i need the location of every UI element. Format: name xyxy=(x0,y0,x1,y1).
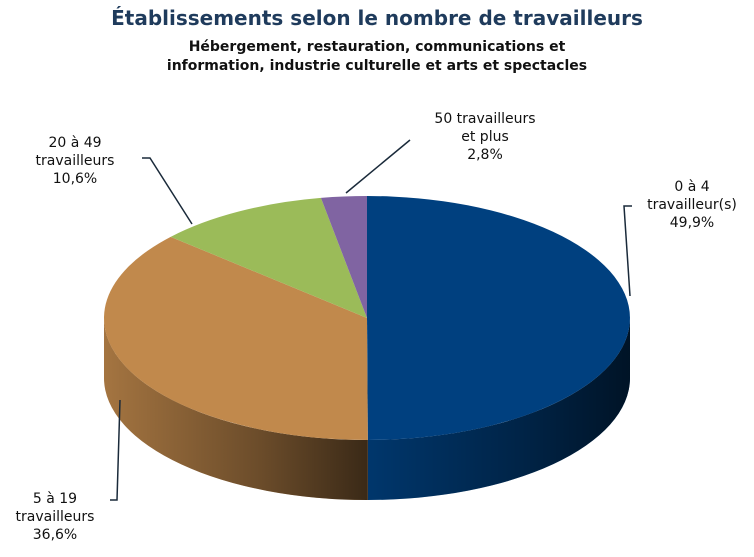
data-label: 20 à 49 travailleurs 10,6% xyxy=(10,134,140,188)
leader-line xyxy=(142,157,193,225)
category-label: 50 travailleurs et plus xyxy=(434,111,536,145)
slice xyxy=(367,196,630,440)
category-label: 20 à 49 travailleurs xyxy=(35,135,115,169)
data-label: 5 à 19 travailleurs 36,6% xyxy=(0,490,110,544)
category-label: 5 à 19 travailleurs xyxy=(15,491,95,525)
sides xyxy=(104,318,630,500)
value-label: 36,6% xyxy=(32,527,78,543)
data-label: 0 à 4 travailleur(s) 49,9% xyxy=(622,178,754,232)
slice-side-shade xyxy=(104,318,368,500)
slice xyxy=(104,236,368,440)
slice xyxy=(170,197,367,318)
leader-line xyxy=(623,205,632,297)
leader-line xyxy=(110,399,121,501)
category-label: 0 à 4 travailleur(s) xyxy=(647,179,737,213)
value-label: 2,8% xyxy=(467,147,503,163)
leader-line xyxy=(345,139,411,194)
chart-subtitle: Hébergement, restauration, communication… xyxy=(166,39,588,74)
slice-side-shade xyxy=(367,318,630,500)
leader-lines xyxy=(110,139,632,501)
value-label: 10,6% xyxy=(52,171,98,187)
value-label: 49,9% xyxy=(669,215,715,231)
slice xyxy=(320,196,367,318)
chart-title: Établissements selon le nombre de travai… xyxy=(111,6,643,30)
tops xyxy=(104,196,630,440)
data-label: 50 travailleurs et plus 2,8% xyxy=(400,110,570,164)
